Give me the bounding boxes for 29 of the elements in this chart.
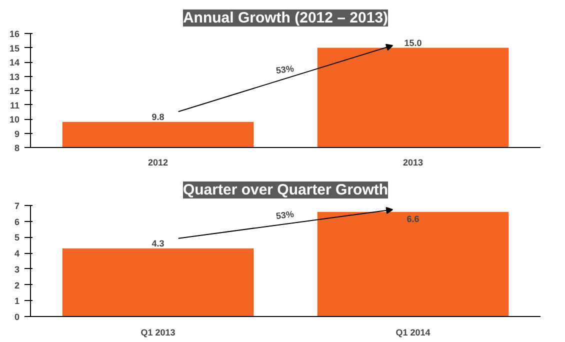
data-label: 9.8 (152, 112, 164, 122)
y-tick-label: 9 (14, 128, 20, 139)
y-tick-label: 3 (14, 264, 20, 274)
y-tick-label: 2 (14, 280, 20, 290)
data-label: 6.6 (406, 214, 420, 224)
y-tick-label: 7 (14, 201, 20, 211)
annotation: 53% (275, 64, 294, 76)
x-tick-label: Q1 2013 (140, 328, 176, 338)
y-tick-label: 16 (9, 29, 20, 39)
x-tick-label: 2012 (148, 158, 168, 168)
y-tick-label: 10 (9, 114, 20, 124)
y-tick-label: 0 (14, 312, 20, 322)
y-tick-label: 4 (14, 248, 20, 259)
y-tick-label: 11 (10, 100, 20, 110)
y-tick-label: 6 (14, 216, 20, 227)
y-tick-label: 5 (14, 232, 20, 243)
chart-title: Annual Growth (2012 – 2013) (182, 10, 388, 26)
chart-title: Quarter over Quarter Growth (182, 182, 388, 198)
data-label: 15.0 (404, 38, 422, 48)
y-tick-label: 13 (9, 72, 20, 82)
x-tick-label: 2013 (402, 158, 424, 168)
y-tick-label: 8 (14, 143, 20, 153)
y-tick-label: 15 (9, 43, 20, 54)
x-tick-label: Q1 2014 (396, 328, 430, 338)
y-tick-label: 1 (14, 296, 20, 306)
y-tick-label: 12 (9, 86, 20, 96)
y-tick-label: 14 (9, 58, 20, 68)
annotation: 53% (275, 208, 294, 222)
data-label: 4.3 (152, 238, 164, 248)
